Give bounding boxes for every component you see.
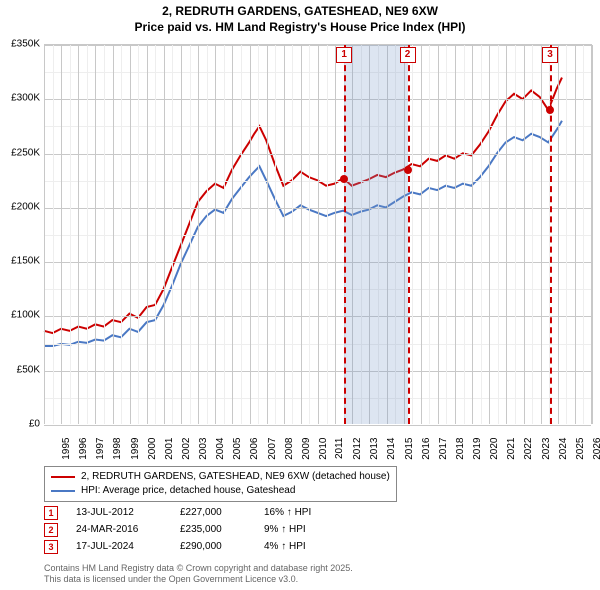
chart-title-block: 2, REDRUTH GARDENS, GATESHEAD, NE9 6XW P… xyxy=(0,0,600,35)
x-axis-tick-label: 2023 xyxy=(540,438,551,460)
x-axis-tick-label: 2009 xyxy=(301,438,312,460)
x-axis-tick-label: 1997 xyxy=(95,438,106,460)
x-axis-tick-label: 2014 xyxy=(386,438,397,460)
y-axis-tick-label: £300K xyxy=(11,93,40,104)
sales-date: 17-JUL-2024 xyxy=(76,538,162,555)
sale-marker-line xyxy=(344,45,346,424)
sales-row: 3 17-JUL-2024 £290,000 4% ↑ HPI xyxy=(44,538,354,555)
x-axis-tick-label: 1996 xyxy=(78,438,89,460)
sale-marker-dot xyxy=(404,166,412,174)
x-axis-tick-label: 2018 xyxy=(455,438,466,460)
x-axis-tick-label: 1995 xyxy=(61,438,72,460)
chart-legend: 2, REDRUTH GARDENS, GATESHEAD, NE9 6XW (… xyxy=(44,466,397,502)
sales-row: 1 13-JUL-2012 £227,000 16% ↑ HPI xyxy=(44,504,354,521)
y-axis-tick-label: £200K xyxy=(11,201,40,212)
y-axis-labels: £0£50K£100K£150K£200K£250K£300K£350K xyxy=(0,44,42,424)
footer-line-1: Contains HM Land Registry data © Crown c… xyxy=(44,563,353,575)
sales-delta: 9% ↑ HPI xyxy=(264,521,354,538)
sale-marker-badge: 1 xyxy=(336,47,352,63)
sales-date: 24-MAR-2016 xyxy=(76,521,162,538)
chart-plot-area: 1 2 3 xyxy=(44,44,592,424)
sale-marker-badge: 2 xyxy=(400,47,416,63)
x-axis-tick-label: 2011 xyxy=(334,438,345,460)
sales-badge: 2 xyxy=(44,523,58,537)
legend-swatch xyxy=(51,490,75,492)
x-axis-tick-label: 2012 xyxy=(352,438,363,460)
x-axis-tick-label: 2024 xyxy=(557,438,568,460)
x-axis-tick-label: 1999 xyxy=(129,438,140,460)
x-axis-tick-label: 2008 xyxy=(283,438,294,460)
legend-label: HPI: Average price, detached house, Gate… xyxy=(81,484,295,498)
x-axis-tick-label: 1998 xyxy=(112,438,123,460)
x-axis-tick-label: 2016 xyxy=(420,438,431,460)
legend-row: 2, REDRUTH GARDENS, GATESHEAD, NE9 6XW (… xyxy=(51,470,390,484)
x-axis-tick-label: 2003 xyxy=(198,438,209,460)
x-axis-tick-label: 2002 xyxy=(181,438,192,460)
x-axis-tick-label: 2001 xyxy=(164,438,175,460)
y-axis-tick-label: £100K xyxy=(11,310,40,321)
x-axis-tick-label: 2004 xyxy=(215,438,226,460)
title-line-2: Price paid vs. HM Land Registry's House … xyxy=(0,20,600,36)
x-axis-tick-label: 2022 xyxy=(523,438,534,460)
footer-line-2: This data is licensed under the Open Gov… xyxy=(44,574,353,586)
sales-badge: 1 xyxy=(44,506,58,520)
legend-swatch xyxy=(51,476,75,478)
sales-price: £235,000 xyxy=(180,521,246,538)
sales-price: £227,000 xyxy=(180,504,246,521)
sale-marker-badge: 3 xyxy=(542,47,558,63)
x-axis-tick-label: 2025 xyxy=(575,438,586,460)
sale-period-band xyxy=(344,45,407,424)
x-axis-tick-label: 2020 xyxy=(489,438,500,460)
sales-row: 2 24-MAR-2016 £235,000 9% ↑ HPI xyxy=(44,521,354,538)
legend-label: 2, REDRUTH GARDENS, GATESHEAD, NE9 6XW (… xyxy=(81,470,390,484)
y-axis-tick-label: £50K xyxy=(17,364,40,375)
y-axis-tick-label: £0 xyxy=(29,419,40,430)
x-axis-tick-label: 2005 xyxy=(232,438,243,460)
y-axis-tick-label: £250K xyxy=(11,147,40,158)
x-axis-labels: 1995 1996 1997 1998 1999 2000 2001 2002 2003 2004… xyxy=(44,424,592,464)
y-axis-tick-label: £350K xyxy=(11,39,40,50)
sales-badge: 3 xyxy=(44,540,58,554)
attribution-footer: Contains HM Land Registry data © Crown c… xyxy=(44,563,353,586)
title-line-1: 2, REDRUTH GARDENS, GATESHEAD, NE9 6XW xyxy=(0,4,600,20)
x-axis-tick-label: 2000 xyxy=(146,438,157,460)
legend-row: HPI: Average price, detached house, Gate… xyxy=(51,484,390,498)
x-axis-tick-label: 2007 xyxy=(266,438,277,460)
sales-table: 1 13-JUL-2012 £227,000 16% ↑ HPI 2 24-MA… xyxy=(44,504,354,555)
x-axis-tick-label: 2010 xyxy=(318,438,329,460)
y-axis-tick-label: £150K xyxy=(11,256,40,267)
sale-marker-dot xyxy=(340,175,348,183)
sale-marker-line xyxy=(408,45,410,424)
sales-delta: 16% ↑ HPI xyxy=(264,504,354,521)
sales-delta: 4% ↑ HPI xyxy=(264,538,354,555)
x-axis-tick-label: 2026 xyxy=(592,438,600,460)
x-axis-tick-label: 2017 xyxy=(438,438,449,460)
sale-marker-dot xyxy=(546,106,554,114)
x-axis-tick-label: 2021 xyxy=(506,438,517,460)
x-axis-tick-label: 2013 xyxy=(369,438,380,460)
sales-price: £290,000 xyxy=(180,538,246,555)
x-axis-tick-label: 2015 xyxy=(403,438,414,460)
sales-date: 13-JUL-2012 xyxy=(76,504,162,521)
x-axis-tick-label: 2006 xyxy=(249,438,260,460)
sale-marker-line xyxy=(550,45,552,424)
x-axis-tick-label: 2019 xyxy=(472,438,483,460)
